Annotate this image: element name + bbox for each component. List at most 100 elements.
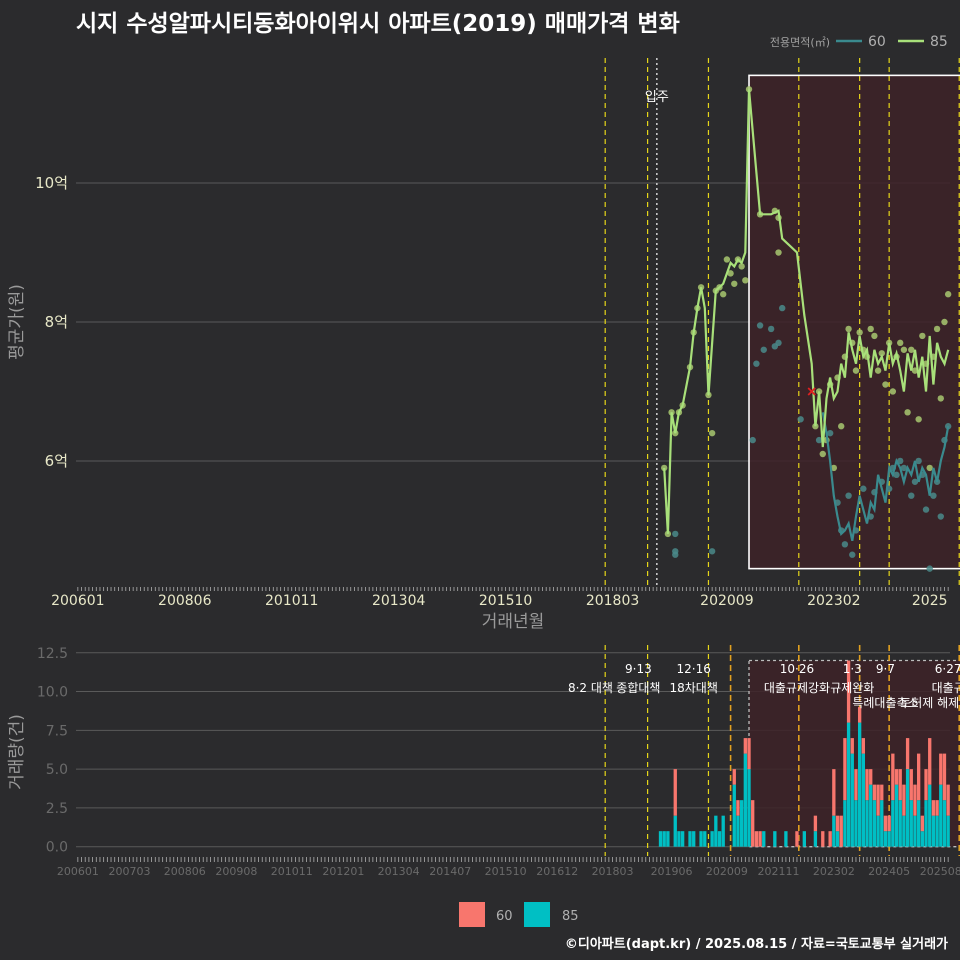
bar-85-189 [773, 831, 777, 847]
bar-85-220 [887, 831, 891, 847]
point-85-43 [874, 367, 882, 374]
top-x-tick-label-2: 201011 [265, 593, 318, 609]
point-60-2 [672, 551, 679, 558]
policy-name-7: 대출규 [932, 681, 960, 695]
bar-85-173 [714, 815, 718, 847]
bottom-x-tick-label-3: 200908 [215, 865, 257, 878]
bottom-x-tick-label-12: 202009 [706, 865, 748, 878]
point-85-19 [738, 263, 745, 270]
bottom-x-tick-label-2: 200806 [164, 865, 206, 878]
bar-85-192 [784, 831, 788, 847]
bar-60-236 [946, 784, 950, 816]
bottom-y-tick-label-1: 2.5 [46, 801, 68, 817]
point-60-12 [797, 416, 804, 423]
bar-85-205 [832, 815, 836, 847]
bar-60-221 [891, 753, 895, 801]
legend-label-60: 60 [868, 34, 886, 50]
point-85-33 [838, 423, 845, 430]
bar-85-159 [662, 831, 666, 847]
bottom-x-tick-label-15: 202405 [868, 865, 910, 878]
point-60-19 [849, 551, 856, 558]
bar-85-224 [902, 815, 906, 847]
bar-85-158 [658, 831, 663, 847]
point-85-35 [845, 325, 852, 333]
bar-85-217 [876, 815, 880, 847]
bar-60-182 [747, 738, 751, 770]
point-85-50 [900, 346, 908, 353]
bar-85-228 [916, 800, 921, 847]
top-y-tick-label-0: 6억 [45, 452, 68, 470]
bar-85-216 [872, 800, 877, 847]
point-85-31 [830, 464, 838, 472]
bar-85-175 [721, 815, 725, 847]
bar-85-200 [813, 831, 818, 847]
bottom-x-tick-label-14: 202302 [813, 865, 855, 878]
outlier-x-marker [807, 387, 816, 396]
point-85-14 [720, 291, 727, 298]
bar-85-210 [850, 753, 854, 847]
bottom-x-tick-label-6: 201304 [378, 865, 420, 878]
bar-85-206 [835, 831, 840, 847]
bar-60-235 [942, 753, 947, 801]
bar-60-204 [828, 831, 832, 847]
point-60-0 [672, 530, 679, 538]
bar-60-225 [905, 738, 910, 770]
chart-title: 시지 수성알파시티동화아이위시 아파트(2019) 매매가격 변화 [76, 11, 680, 37]
policy-date-1: 9·13 [625, 662, 652, 676]
point-60-35 [926, 565, 933, 572]
source-credit: ©디아파트(dapt.kr) / 2025.08.15 / 자료=국토교통부 실… [564, 937, 948, 952]
top-x-tick-label-4: 201510 [479, 593, 532, 609]
point-60-31 [911, 478, 919, 485]
bar-85-211 [854, 800, 858, 847]
bar-60-213 [861, 738, 865, 754]
legend-label-85: 85 [930, 34, 948, 50]
bar-85-181 [743, 753, 747, 847]
top-x-tick-label-5: 201803 [586, 593, 639, 609]
bar-85-166 [688, 831, 692, 847]
point-85-59 [933, 325, 941, 333]
point-60-18 [845, 492, 852, 499]
bottom-x-tick-label-16: 202508 [920, 865, 960, 878]
point-85-52 [908, 346, 915, 353]
point-60-28 [897, 457, 904, 465]
point-85-38 [856, 329, 863, 336]
top-x-tick-label-7: 202302 [807, 593, 860, 609]
bar-85-169 [699, 831, 703, 847]
point-60-13 [815, 436, 823, 444]
bar-60-209 [846, 660, 851, 723]
bar-60-210 [850, 738, 854, 754]
move-in-label: 입주 [645, 90, 669, 105]
top-x-axis-title: 거래년월 [482, 612, 545, 632]
bar-85-179 [736, 815, 740, 847]
bar-60-184 [754, 831, 759, 847]
bar-85-174 [717, 831, 722, 847]
point-85-41 [867, 325, 874, 333]
point-85-37 [852, 367, 860, 374]
policy-name-1: 종합대책 [616, 680, 660, 695]
bar-legend-key-85 [524, 902, 550, 927]
bottom-y-tick-label-4: 10.0 [37, 685, 68, 701]
policy-date-5: 9·7 [876, 662, 895, 676]
top-x-tick-label-3: 201304 [372, 593, 426, 609]
bar-85-186 [762, 831, 766, 847]
bar-85-182 [747, 769, 751, 847]
bar-85-197 [802, 831, 806, 847]
top-y-axis-title: 평균가(원) [7, 284, 27, 360]
point-60-34 [922, 506, 930, 513]
bar-60-218 [880, 784, 884, 801]
bar-85-164 [680, 831, 685, 847]
point-60-32 [915, 457, 922, 465]
policy-name-0: 8·2 대책 [568, 680, 613, 695]
policy-name-2: 18차대책 [670, 680, 718, 695]
bar-60-215 [869, 769, 873, 785]
top-x-tick-label-6: 202009 [700, 593, 753, 609]
point-60-17 [841, 541, 849, 548]
bar-85-214 [865, 800, 869, 847]
policy-name-5: 특례대출축소 [852, 696, 918, 710]
bar-60-226 [909, 769, 913, 801]
bar-85-162 [673, 815, 677, 847]
bar-60-212 [857, 707, 862, 723]
point-85-54 [915, 416, 922, 423]
